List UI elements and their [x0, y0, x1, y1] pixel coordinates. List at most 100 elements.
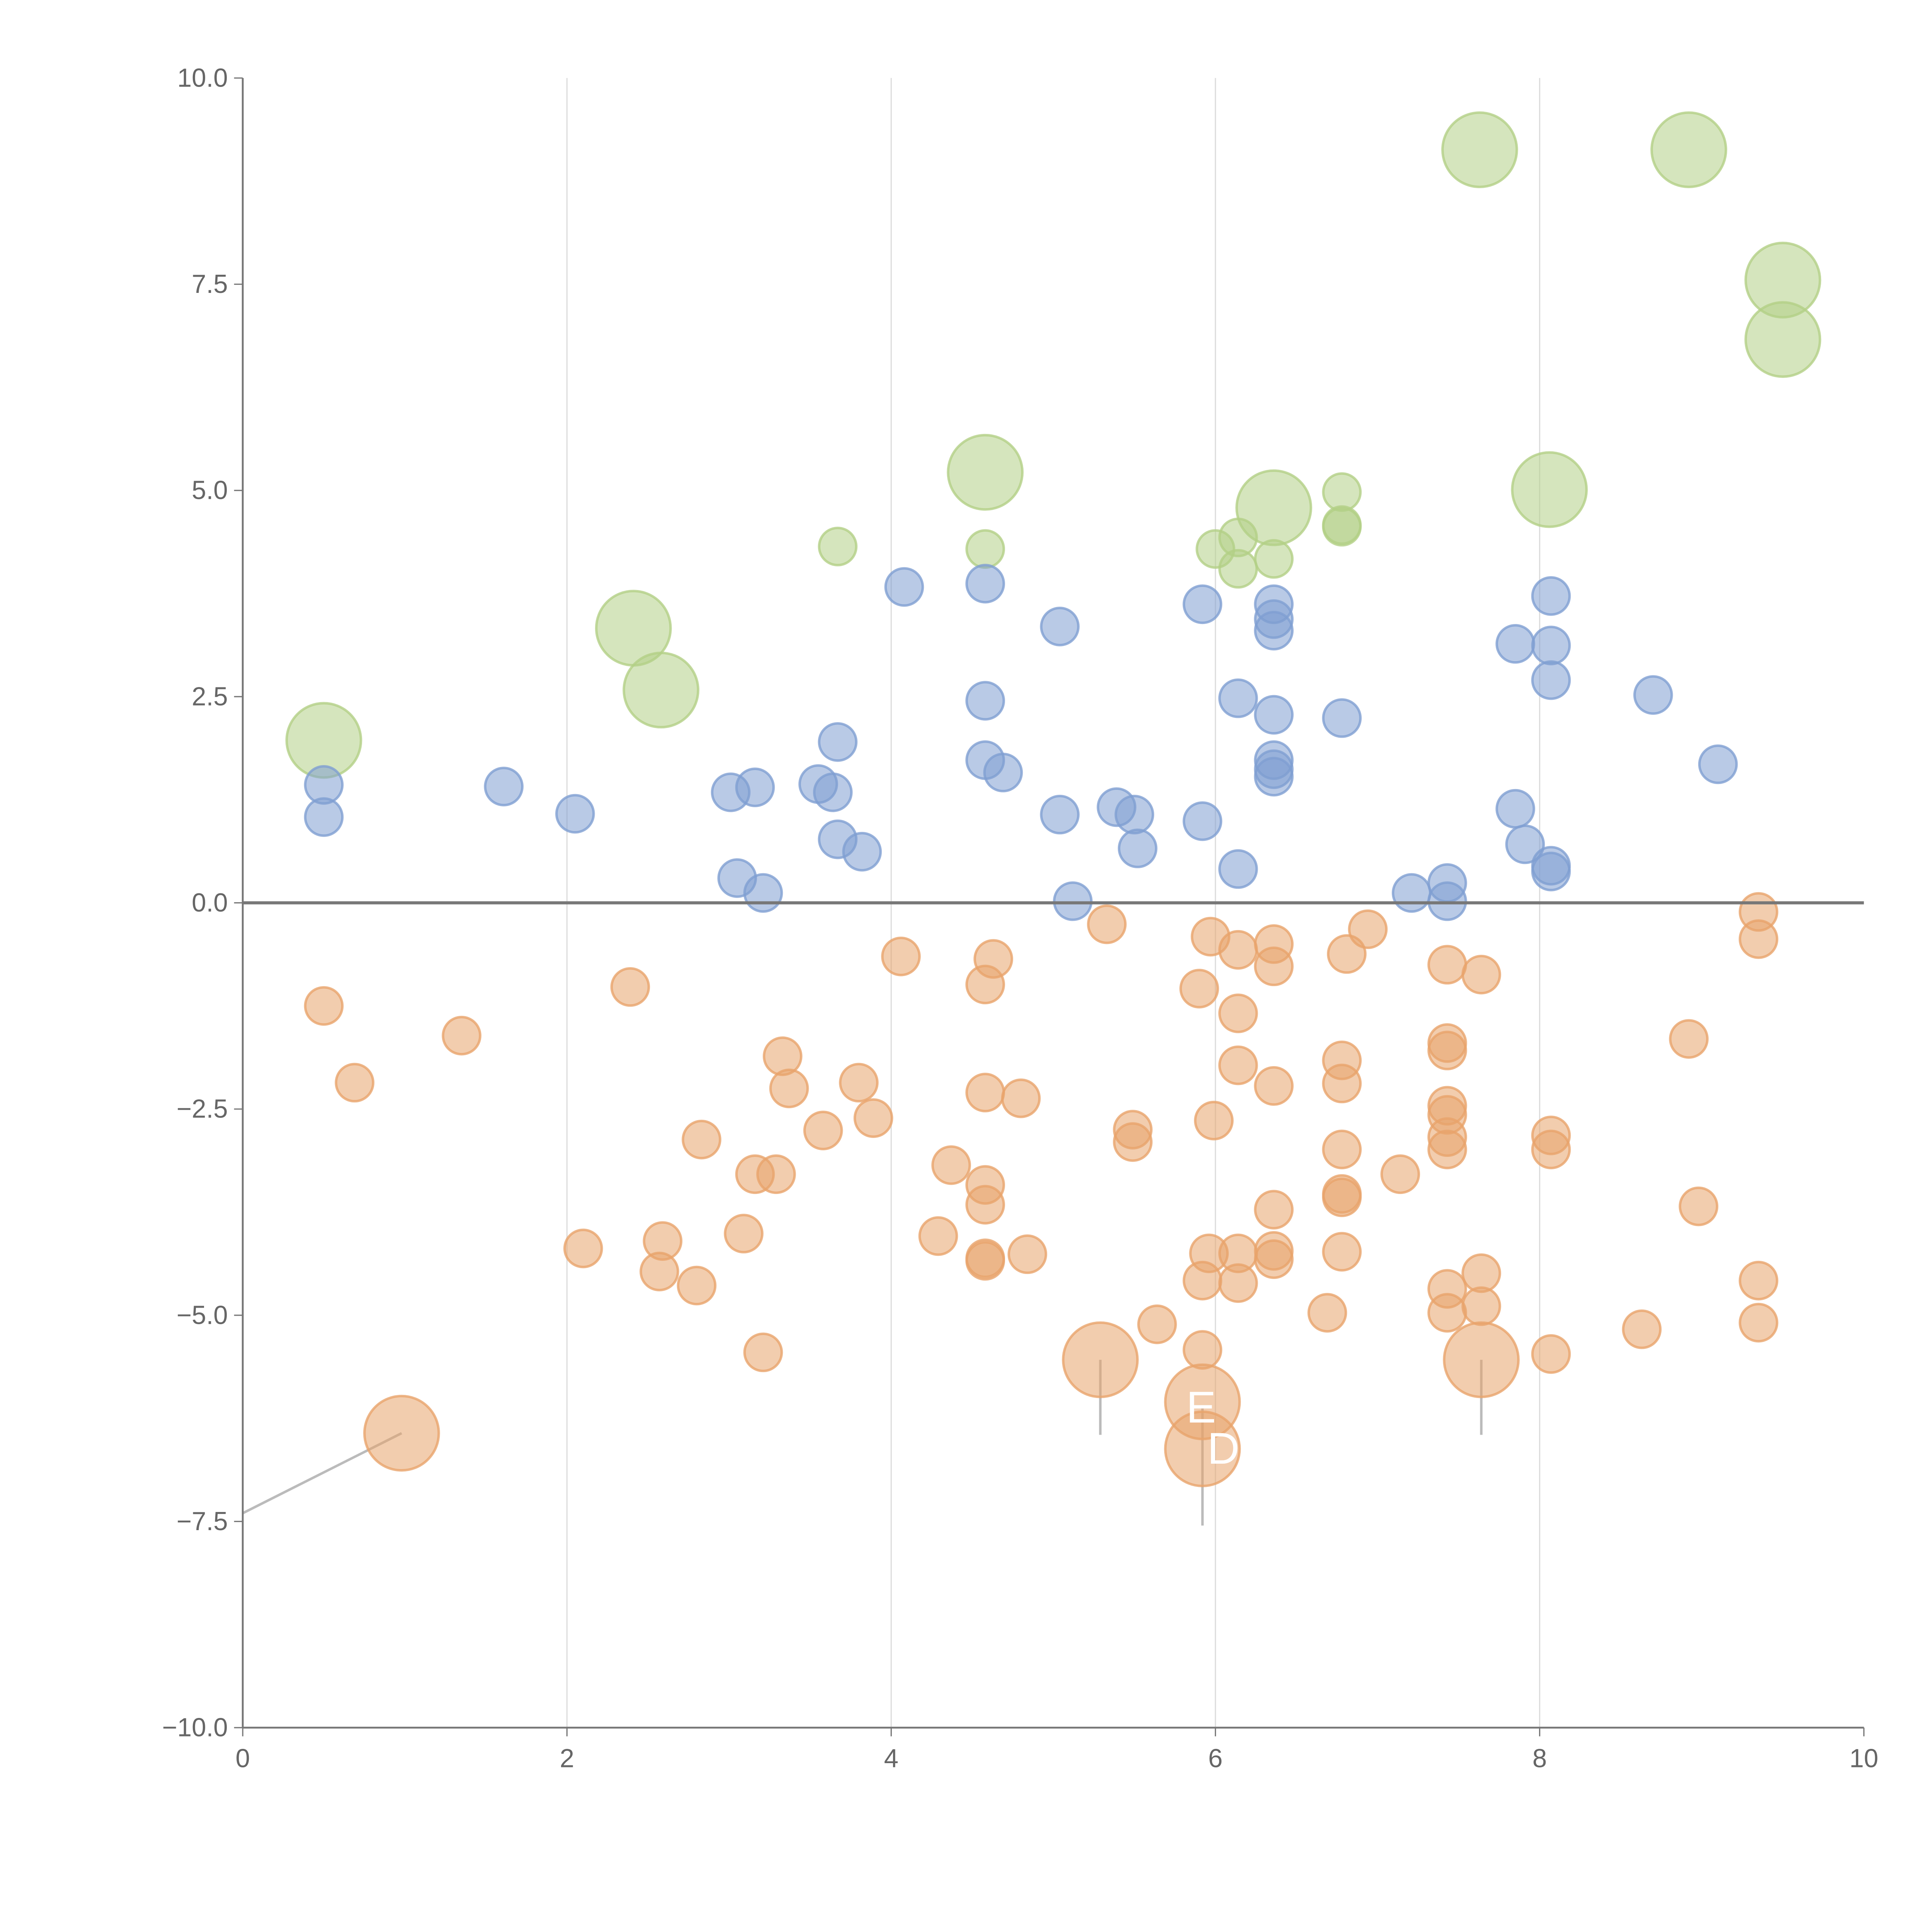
- y-tick-label: 5.0: [192, 476, 228, 505]
- point-orange: [1182, 1330, 1223, 1370]
- annotation-label: D: [1208, 1424, 1240, 1473]
- x-tick-label: 2: [560, 1744, 574, 1773]
- point-orange: [1461, 954, 1501, 995]
- point-orange: [1427, 1031, 1467, 1070]
- point-orange: [304, 986, 344, 1026]
- point-orange: [643, 1221, 683, 1261]
- point-orange: [682, 1119, 721, 1160]
- point-orange: [1137, 1304, 1177, 1344]
- point-orange: [1622, 1309, 1662, 1349]
- point-orange: [1254, 1066, 1294, 1106]
- point-blue: [1182, 801, 1223, 841]
- point-orange: [973, 939, 1014, 979]
- point-blue: [1531, 626, 1571, 665]
- y-tick-label: 0.0: [192, 888, 228, 917]
- point-orange: [1348, 909, 1388, 949]
- point-blue: [965, 681, 1005, 721]
- point-orange: [1738, 919, 1779, 959]
- point-blue: [1117, 828, 1158, 868]
- point-green: [1218, 549, 1258, 589]
- point-orange: [931, 1145, 971, 1185]
- point-orange: [1182, 1260, 1223, 1301]
- point-blue: [1427, 881, 1467, 921]
- point-orange: [1322, 1129, 1362, 1170]
- point-blue: [884, 567, 924, 607]
- point-orange: [763, 1036, 803, 1076]
- point-orange: [1443, 1321, 1520, 1398]
- point-orange: [1254, 1190, 1294, 1230]
- point-green: [1441, 111, 1518, 188]
- point-blue: [1254, 611, 1294, 651]
- point-orange: [1087, 904, 1127, 944]
- point-blue: [484, 767, 524, 806]
- point-blue: [1531, 576, 1571, 616]
- y-tick-label: −5.0: [177, 1301, 228, 1330]
- point-green: [965, 529, 1005, 569]
- x-tick-label: 8: [1532, 1744, 1547, 1773]
- y-tick-label: 2.5: [192, 682, 228, 711]
- point-orange: [1679, 1186, 1719, 1226]
- point-green: [1744, 301, 1821, 378]
- y-tick-label: 7.5: [192, 270, 228, 299]
- point-blue: [555, 794, 595, 834]
- point-green: [947, 434, 1024, 511]
- point-orange: [965, 1073, 1005, 1112]
- point-blue: [1040, 794, 1080, 835]
- point-blue: [1391, 873, 1432, 913]
- annotation-label: E: [1186, 1383, 1216, 1432]
- point-green: [1650, 111, 1727, 188]
- point-blue: [1182, 584, 1223, 624]
- point-green: [1254, 539, 1294, 579]
- point-orange: [1738, 1303, 1779, 1343]
- point-green: [818, 527, 858, 566]
- annotations: ED: [1186, 1383, 1240, 1473]
- point-orange: [803, 1111, 843, 1150]
- point-blue: [818, 722, 858, 762]
- x-tick-label: 0: [235, 1744, 250, 1773]
- point-blue: [1218, 678, 1258, 718]
- point-blue: [1322, 698, 1362, 738]
- point-blue: [1053, 881, 1093, 921]
- point-orange: [610, 967, 650, 1007]
- point-blue: [1531, 660, 1571, 700]
- point-blue: [983, 752, 1023, 793]
- point-green: [1322, 472, 1362, 512]
- point-orange: [756, 1154, 796, 1194]
- axes: 0 2 4 6 8 10 −10.0 −7.5 −5.0 −2.5 0.0 2.5 5.0 7.5 10.0: [162, 63, 1878, 1773]
- point-blue: [735, 767, 775, 807]
- point-orange: [1322, 1177, 1362, 1217]
- point-orange: [1194, 1100, 1234, 1141]
- point-orange: [1531, 1129, 1571, 1170]
- point-blue: [1254, 695, 1294, 735]
- point-blue: [813, 772, 853, 812]
- point-orange: [881, 937, 921, 976]
- y-tick-label: −2.5: [177, 1095, 228, 1124]
- point-orange: [1427, 945, 1467, 985]
- point-orange: [724, 1214, 764, 1253]
- point-orange: [1218, 930, 1258, 970]
- point-orange: [335, 1063, 374, 1103]
- point-orange: [853, 1098, 893, 1138]
- point-orange: [1380, 1154, 1420, 1194]
- point-blue: [1218, 849, 1258, 889]
- point-blue: [1114, 794, 1155, 835]
- point-orange: [839, 1063, 879, 1103]
- point-orange: [965, 1241, 1005, 1281]
- point-blue: [1633, 675, 1673, 715]
- point-orange: [1001, 1078, 1041, 1118]
- point-orange: [1738, 1260, 1779, 1301]
- point-orange: [363, 1395, 440, 1472]
- point-orange: [1007, 1234, 1048, 1274]
- point-orange: [1062, 1321, 1139, 1398]
- point-blue: [842, 832, 882, 872]
- point-orange: [1218, 993, 1258, 1033]
- point-orange: [743, 1332, 783, 1372]
- point-orange: [918, 1216, 958, 1256]
- point-orange: [965, 1185, 1005, 1225]
- point-blue: [1531, 852, 1571, 891]
- point-orange: [1461, 1286, 1501, 1326]
- point-green: [1511, 451, 1588, 528]
- y-tick-label: −10.0: [162, 1713, 228, 1742]
- x-tick-label: 6: [1208, 1744, 1223, 1773]
